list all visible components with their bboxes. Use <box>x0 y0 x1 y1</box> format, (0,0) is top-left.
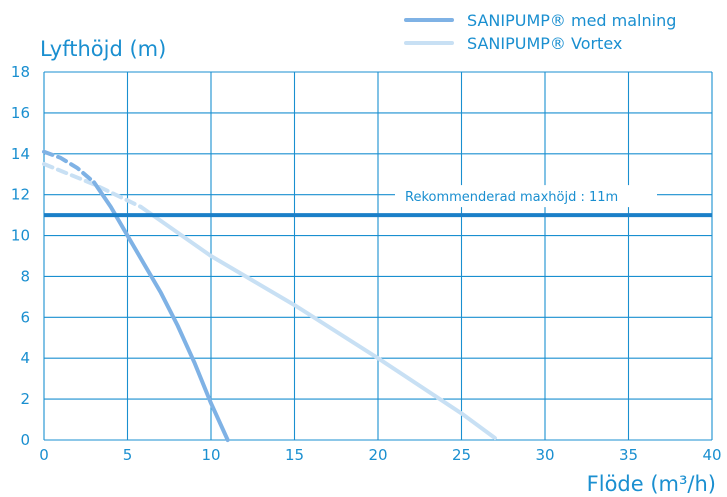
x-tick-label-2: 10 <box>201 446 220 464</box>
x-axis-title: Flöde (m³/h) <box>587 472 716 496</box>
y-tick-label-0: 0 <box>20 431 30 449</box>
reference-line-group: Rekommenderad maxhöjd : 11m <box>44 185 712 218</box>
series-vortex-line <box>138 204 497 440</box>
y-tick-label-8: 16 <box>11 104 30 122</box>
y-tick-label-3: 6 <box>20 308 30 326</box>
x-tick-label-7: 35 <box>619 446 638 464</box>
x-tick-label-4: 20 <box>368 446 387 464</box>
y-tick-label-2: 4 <box>20 349 30 367</box>
reference-label-background <box>395 185 657 208</box>
legend-label-vortex: SANIPUMP® Vortex <box>467 34 622 53</box>
legend: SANIPUMP® med malning SANIPUMP® Vortex <box>404 11 676 53</box>
grid <box>43 71 713 441</box>
legend-label-med-malning: SANIPUMP® med malning <box>467 11 676 30</box>
y-axis-title: Lyfthöjd (m) <box>40 37 166 61</box>
y-tick-label-4: 8 <box>20 267 30 285</box>
reference-line-label: Rekommenderad maxhöjd : 11m <box>405 190 618 205</box>
y-tick-label-7: 14 <box>11 145 30 163</box>
x-tick-label-1: 5 <box>123 446 133 464</box>
x-tick-label-3: 15 <box>285 446 304 464</box>
series-med-malning-dashed-segment <box>42 149 97 185</box>
x-tick-label-5: 25 <box>452 446 471 464</box>
x-tick-label-6: 30 <box>535 446 554 464</box>
tick-labels: 0 5 10 15 20 25 30 35 40 0 2 4 6 8 10 12 14 16 18 <box>11 63 722 464</box>
y-tick-label-5: 10 <box>11 227 30 245</box>
y-tick-label-9: 18 <box>11 63 30 81</box>
x-tick-label-0: 0 <box>39 446 49 464</box>
series-vortex-dashed-segment <box>42 162 143 209</box>
x-tick-label-8: 40 <box>702 446 721 464</box>
y-tick-label-6: 12 <box>11 186 30 204</box>
y-tick-label-1: 2 <box>20 390 30 408</box>
